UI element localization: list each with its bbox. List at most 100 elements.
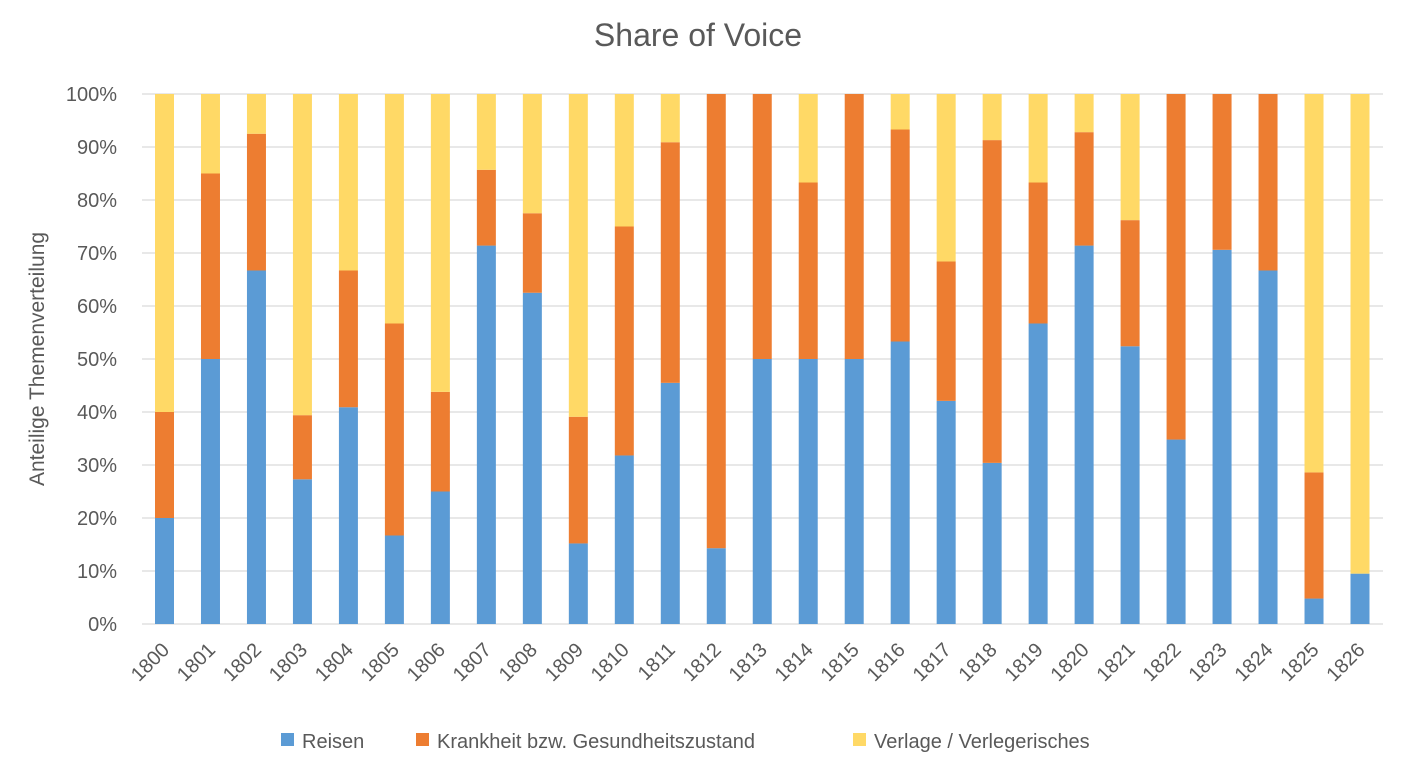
bar-segment-krankheit-bzw-gesundheitszustand — [982, 140, 1002, 463]
bar-segment-krankheit-bzw-gesundheitszustand — [292, 415, 312, 480]
x-tick-label: 1800 — [127, 639, 174, 686]
bar-segment-reisen — [614, 455, 634, 624]
bar-segment-krankheit-bzw-gesundheitszustand — [1028, 182, 1048, 324]
y-tick-label: 80% — [77, 190, 117, 212]
x-tick-label: 1811 — [634, 639, 680, 685]
bar-segment-reisen — [155, 518, 174, 624]
x-tick-label: 1826 — [1323, 639, 1370, 686]
legend-swatch — [853, 733, 866, 746]
bar-segment-krankheit-bzw-gesundheitszustand — [614, 226, 634, 456]
y-tick-label: 10% — [77, 561, 117, 583]
x-tick-label: 1814 — [771, 639, 818, 686]
bar-segment-reisen — [1120, 346, 1140, 624]
bar-segment-reisen — [936, 400, 956, 624]
bar-segment-verlage-verlegerisches — [338, 94, 358, 271]
x-tick-label: 1810 — [587, 639, 634, 686]
bar-segment-verlage-verlegerisches — [614, 94, 634, 227]
chart-title: Share of Voice — [594, 17, 802, 53]
bar-segment-reisen — [246, 270, 266, 624]
bar-segment-reisen — [890, 341, 910, 624]
y-tick-label: 100% — [66, 84, 117, 106]
bar-segment-reisen — [798, 359, 818, 624]
x-tick-label: 1820 — [1047, 639, 1094, 686]
y-tick-label: 60% — [77, 296, 117, 318]
bar-segment-krankheit-bzw-gesundheitszustand — [752, 94, 772, 359]
x-tick-label: 1807 — [449, 639, 496, 686]
bar-segment-verlage-verlegerisches — [1304, 94, 1324, 473]
bar-segment-reisen — [1304, 598, 1324, 624]
bar-segment-reisen — [982, 462, 1002, 624]
x-tick-label: 1823 — [1185, 639, 1232, 686]
bar-segment-verlage-verlegerisches — [568, 94, 588, 417]
bar-segment-verlage-verlegerisches — [1350, 94, 1370, 574]
bar-segment-verlage-verlegerisches — [200, 94, 220, 174]
bar-segment-krankheit-bzw-gesundheitszustand — [706, 94, 726, 549]
bar-segment-krankheit-bzw-gesundheitszustand — [476, 169, 496, 246]
x-axis-ticks: 1800180118021803180418051806180718081809… — [127, 639, 1370, 686]
bar-segment-verlage-verlegerisches — [798, 94, 818, 183]
bar-segment-krankheit-bzw-gesundheitszustand — [1304, 472, 1324, 599]
bar-segment-verlage-verlegerisches — [982, 94, 1002, 141]
bar-segment-reisen — [1166, 439, 1186, 624]
y-axis-ticks: 0% 10% 20% 30% 40% 50% 60% 70% 80% 90% 100% — [66, 84, 117, 636]
legend: Reisen Krankheit bzw. Gesundheitszustand V… — [281, 731, 1090, 753]
legend-label: Verlage / Verlegerisches — [874, 731, 1090, 753]
bar-segment-krankheit-bzw-gesundheitszustand — [384, 323, 404, 536]
x-tick-label: 1817 — [909, 639, 956, 686]
bar-segment-verlage-verlegerisches — [246, 94, 266, 134]
x-tick-label: 1809 — [541, 639, 588, 686]
bar-segment-krankheit-bzw-gesundheitszustand — [798, 182, 818, 359]
y-tick-label: 90% — [77, 137, 117, 159]
bar-segment-reisen — [200, 359, 220, 624]
x-tick-label: 1805 — [357, 639, 404, 686]
bar-segment-krankheit-bzw-gesundheitszustand — [1120, 220, 1140, 347]
bar-segment-verlage-verlegerisches — [384, 94, 404, 324]
bar-segment-verlage-verlegerisches — [660, 94, 680, 143]
bar-segment-krankheit-bzw-gesundheitszustand — [1212, 94, 1232, 250]
bar-segment-reisen — [430, 491, 450, 624]
x-tick-label: 1824 — [1231, 639, 1278, 686]
y-axis-title: Anteilige Themenverteilung — [26, 232, 49, 486]
x-tick-label: 1806 — [403, 639, 450, 686]
y-tick-label: 50% — [77, 349, 117, 371]
x-tick-label: 1802 — [219, 639, 266, 686]
y-tick-label: 40% — [77, 402, 117, 424]
bar-segment-reisen — [384, 535, 404, 624]
bar-segment-verlage-verlegerisches — [430, 94, 450, 392]
bar-segment-verlage-verlegerisches — [1028, 94, 1048, 183]
bar-segment-verlage-verlegerisches — [292, 94, 312, 416]
bar-segment-verlage-verlegerisches — [1120, 94, 1140, 221]
y-tick-label: 20% — [77, 508, 117, 530]
bar-segment-krankheit-bzw-gesundheitszustand — [200, 173, 220, 359]
bar-segment-krankheit-bzw-gesundheitszustand — [1074, 132, 1094, 246]
legend-label: Krankheit bzw. Gesundheitszustand — [437, 731, 755, 753]
bars — [155, 94, 1370, 624]
bar-segment-reisen — [1350, 573, 1370, 624]
bar-segment-krankheit-bzw-gesundheitszustand — [522, 213, 542, 293]
x-tick-label: 1815 — [817, 639, 864, 686]
y-tick-label: 0% — [88, 614, 117, 636]
x-tick-label: 1812 — [679, 639, 726, 686]
bar-segment-krankheit-bzw-gesundheitszustand — [936, 261, 956, 401]
bar-segment-reisen — [1258, 270, 1278, 624]
x-tick-label: 1801 — [173, 639, 220, 686]
x-tick-label: 1822 — [1139, 639, 1186, 686]
x-tick-label: 1808 — [495, 639, 542, 686]
bar-segment-verlage-verlegerisches — [936, 94, 956, 262]
bar-segment-krankheit-bzw-gesundheitszustand — [1166, 94, 1186, 440]
bar-segment-reisen — [1212, 249, 1232, 624]
x-tick-label: 1803 — [265, 639, 312, 686]
bar-segment-verlage-verlegerisches — [890, 94, 910, 130]
bar-segment-reisen — [752, 359, 772, 624]
y-tick-label: 70% — [77, 243, 117, 265]
legend-swatch — [416, 733, 429, 746]
bar-segment-krankheit-bzw-gesundheitszustand — [568, 416, 588, 544]
legend-label: Reisen — [302, 731, 364, 753]
y-tick-label: 30% — [77, 455, 117, 477]
bar-segment-krankheit-bzw-gesundheitszustand — [155, 412, 174, 518]
legend-swatch — [281, 733, 294, 746]
bar-segment-verlage-verlegerisches — [522, 94, 542, 214]
x-tick-label: 1821 — [1093, 639, 1140, 686]
x-tick-label: 1813 — [725, 639, 772, 686]
